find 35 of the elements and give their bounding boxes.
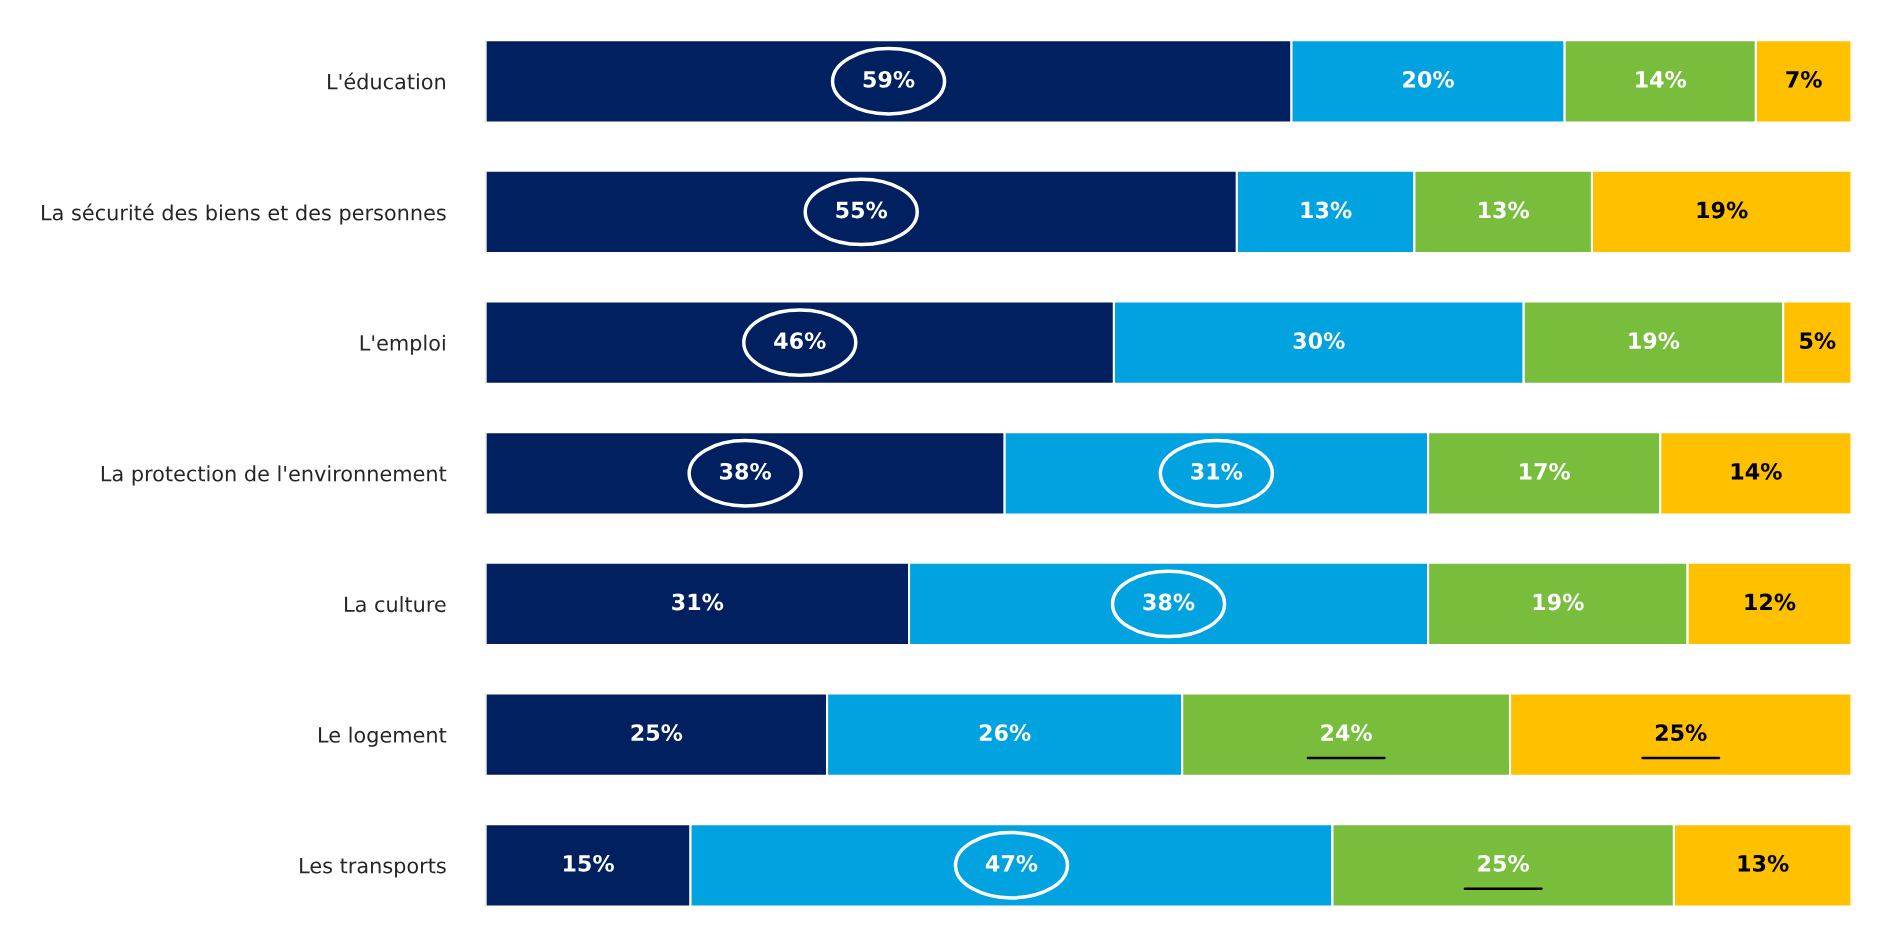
- y-tick-label: La culture: [345, 596, 446, 613]
- y-tick-label: L'éducation: [328, 72, 445, 90]
- data-label: 19%: [1629, 332, 1680, 350]
- data-label: 30%: [1293, 332, 1345, 350]
- data-label: 55%: [836, 201, 888, 219]
- data-label: 25%: [1478, 854, 1530, 872]
- data-label: 13%: [1738, 854, 1789, 872]
- y-tick-label: La sécurité des biens et des personnes: [42, 203, 446, 225]
- data-label: 59%: [863, 70, 915, 88]
- data-label: 26%: [979, 724, 1031, 742]
- data-label: 7%: [1786, 70, 1822, 88]
- data-label: 25%: [631, 724, 683, 742]
- y-tick-label: Le logement: [319, 726, 447, 747]
- data-label: 15%: [563, 854, 614, 872]
- data-label: 38%: [720, 462, 772, 480]
- data-label: 20%: [1403, 70, 1454, 88]
- data-label: 12%: [1745, 593, 1796, 611]
- data-label: 25%: [1655, 724, 1707, 742]
- data-label: 5%: [1800, 332, 1836, 350]
- data-label: 31%: [1191, 462, 1243, 480]
- data-label: 46%: [774, 332, 826, 350]
- data-label: 14%: [1636, 70, 1687, 88]
- y-tick-label: L'emploi: [360, 334, 445, 355]
- data-label: 14%: [1731, 462, 1782, 480]
- data-label: 19%: [1533, 593, 1584, 611]
- data-label: 24%: [1321, 724, 1372, 742]
- data-label: 19%: [1697, 201, 1748, 219]
- data-label: 13%: [1301, 201, 1352, 219]
- data-label: 31%: [672, 593, 724, 611]
- y-tick-label: Les transports: [300, 857, 446, 878]
- data-label: 38%: [1143, 593, 1195, 611]
- data-label: 13%: [1479, 201, 1530, 219]
- data-label: 17%: [1520, 462, 1571, 480]
- data-label: 47%: [985, 854, 1038, 872]
- y-tick-label: La protection de l'environnement: [101, 465, 447, 486]
